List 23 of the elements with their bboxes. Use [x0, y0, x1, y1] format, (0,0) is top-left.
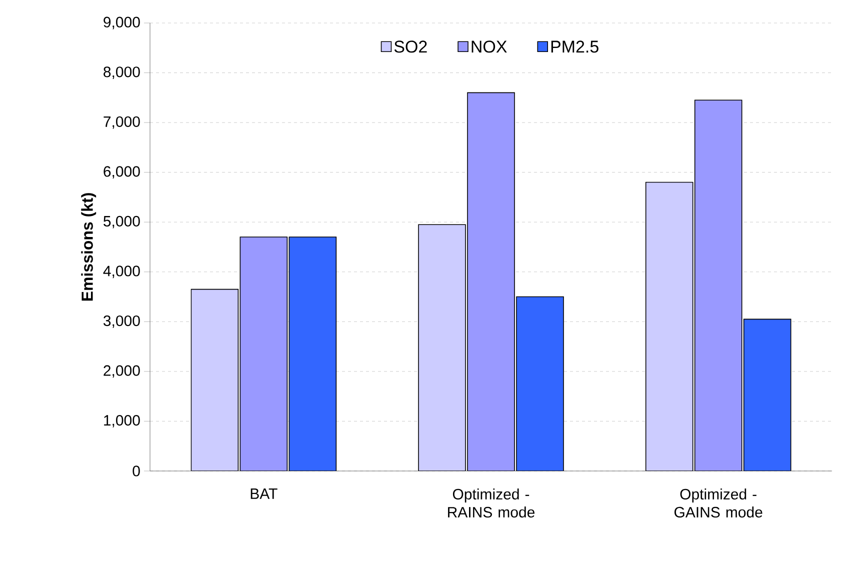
x-tick-label: Optimized - GAINS mode	[674, 488, 762, 518]
y-tick-label: 9,000	[104, 16, 140, 30]
y-tick-label: 7,000	[104, 116, 140, 129]
y-axis-title: Emissions (kt)	[81, 193, 96, 301]
y-tick-label: 6,000	[104, 166, 140, 179]
y-tick-label: 3,000	[104, 315, 140, 328]
bar	[743, 318, 792, 471]
bar	[694, 100, 742, 471]
y-tick-label: 5,000	[104, 216, 140, 228]
legend-label: PM2.5	[551, 40, 598, 53]
legend-label: SO2	[394, 40, 427, 53]
y-tick-label: 8,000	[104, 66, 140, 79]
y-tick-label: 1,000	[104, 415, 140, 428]
bar	[288, 236, 337, 471]
bar	[516, 296, 564, 471]
y-tick-label: 0	[132, 466, 140, 476]
x-tick-label: Optimized - RAINS mode	[448, 488, 534, 518]
bar	[240, 236, 288, 471]
x-tick-label: BAT	[250, 488, 278, 499]
legend-label: NOX	[472, 40, 507, 53]
y-tick-label: 2,000	[104, 365, 140, 378]
bar	[467, 92, 515, 471]
y-tick-label: 4,000	[103, 266, 140, 278]
